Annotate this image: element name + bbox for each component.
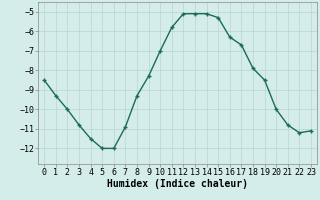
X-axis label: Humidex (Indice chaleur): Humidex (Indice chaleur) <box>107 179 248 189</box>
